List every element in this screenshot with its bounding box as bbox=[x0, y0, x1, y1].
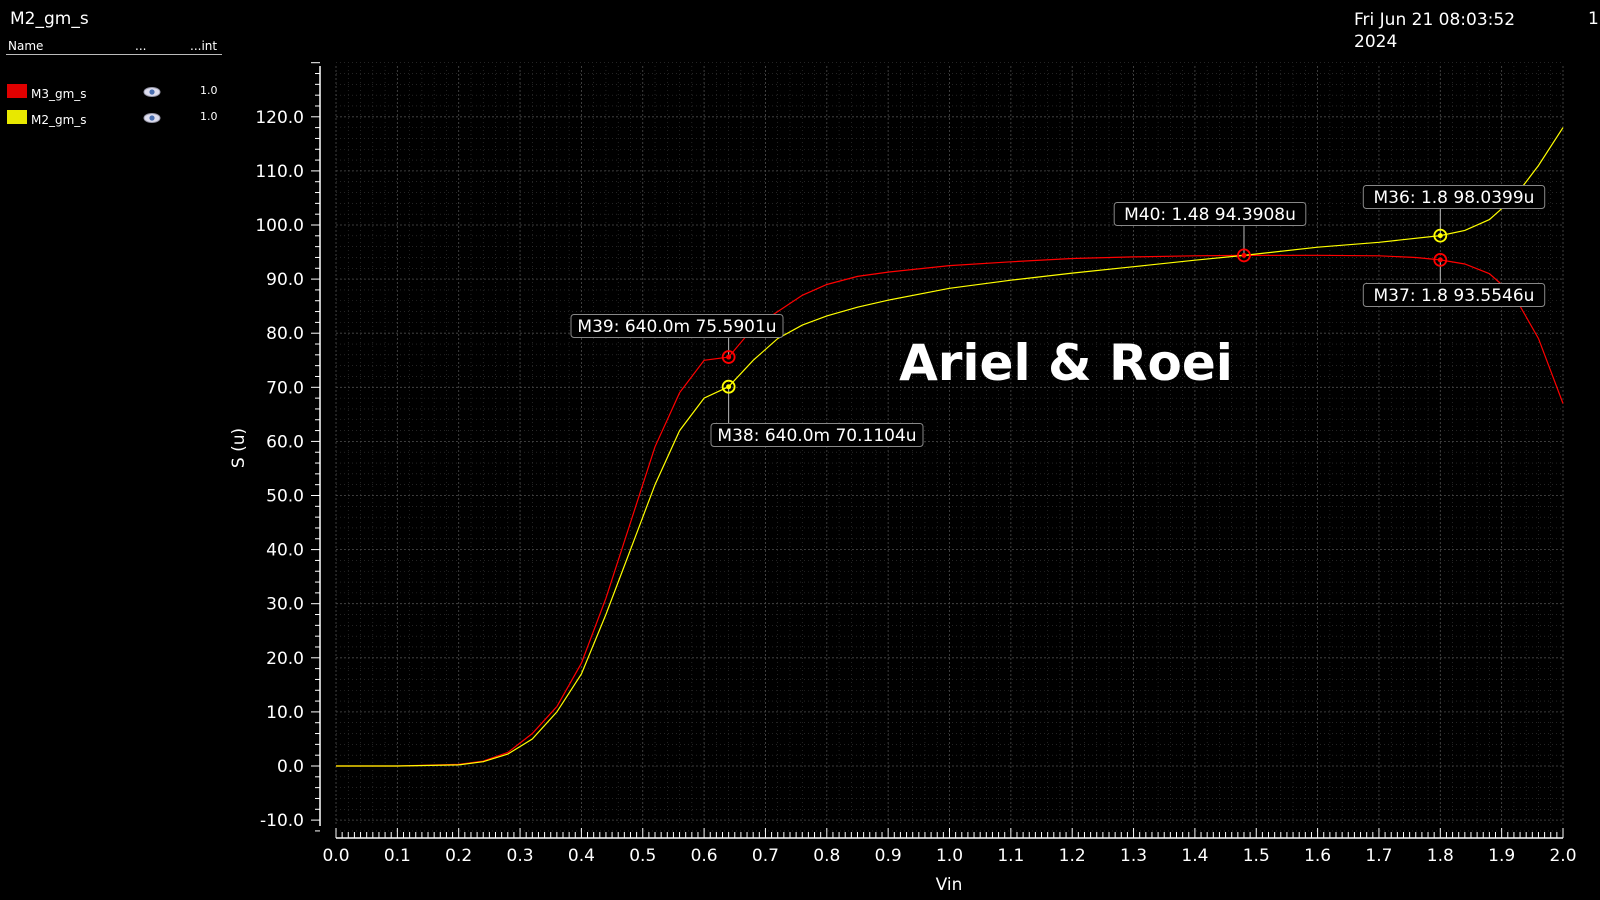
x-tick-label: 0.7 bbox=[752, 846, 779, 866]
timestamp: Fri Jun 21 08:03:52 2024 bbox=[1354, 9, 1544, 53]
x-tick-label: 1.9 bbox=[1488, 846, 1515, 866]
eye-icon[interactable] bbox=[142, 85, 162, 99]
y-tick-label: 90.0 bbox=[266, 270, 304, 290]
x-tick-label: 1.5 bbox=[1243, 846, 1270, 866]
x-axis-label: Vin bbox=[936, 875, 963, 895]
y-tick-label: 10.0 bbox=[266, 703, 304, 723]
x-tick-label: 1.1 bbox=[997, 846, 1024, 866]
marker-label-box bbox=[710, 423, 924, 447]
x-tick-label: 0.6 bbox=[691, 846, 718, 866]
marker-label-box bbox=[570, 314, 784, 338]
legend-col-name: Name bbox=[8, 39, 44, 53]
y-tick-label: -10.0 bbox=[260, 811, 304, 831]
legend-item-value: 1.0 bbox=[200, 110, 218, 123]
marker-m38: M38: 640.0m 70.1104u bbox=[710, 379, 924, 447]
legend-item-m3[interactable]: M3_gm_s 1.0 bbox=[6, 84, 222, 104]
x-tick-label: 1.7 bbox=[1365, 846, 1392, 866]
marker-dot-center bbox=[1437, 233, 1443, 239]
marker-dot-center bbox=[1241, 252, 1247, 258]
legend-header: Name ... ...int bbox=[6, 38, 222, 55]
legend-swatch bbox=[7, 110, 27, 124]
x-tick-label: 1.8 bbox=[1427, 846, 1454, 866]
series-lines bbox=[336, 127, 1564, 767]
x-tick-label: 0.4 bbox=[568, 846, 595, 866]
marker-label-box bbox=[1362, 283, 1546, 307]
legend-item-label: M3_gm_s bbox=[31, 87, 87, 101]
window-title: M2_gm_s bbox=[10, 9, 89, 29]
grid bbox=[335, 62, 1564, 832]
marker-label: M36: 1.8 98.0399u bbox=[1374, 188, 1535, 208]
y-tick-label: 0.0 bbox=[277, 757, 304, 777]
marker-m36: M36: 1.8 98.0399u bbox=[1362, 185, 1546, 243]
legend-swatch bbox=[7, 84, 27, 98]
marker-label: M40: 1.48 94.3908u bbox=[1124, 205, 1296, 225]
axes: -10.0 0.0 10.0 20.0 30.0 40.0 50.0 60.0 70.0 80.0… bbox=[255, 62, 1577, 866]
x-tick-label: 2.0 bbox=[1549, 846, 1576, 866]
y-tick-label: 60.0 bbox=[266, 432, 304, 452]
x-tick-label: 1.3 bbox=[1120, 846, 1147, 866]
x-tick-label: 0.0 bbox=[322, 846, 349, 866]
timestamp-date: Fri Jun 21 08:03:52 bbox=[1354, 10, 1516, 30]
y-tick-label: 20.0 bbox=[266, 649, 304, 669]
legend-item-label: M2_gm_s bbox=[31, 113, 87, 127]
marker-dot-center bbox=[726, 354, 732, 360]
marker-label: M38: 640.0m 70.1104u bbox=[717, 426, 916, 446]
x-tick-label: 0.9 bbox=[875, 846, 902, 866]
x-tick-label: 1.2 bbox=[1059, 846, 1086, 866]
x-tick-label: 0.2 bbox=[445, 846, 472, 866]
marker-m37: M37: 1.8 93.5546u bbox=[1362, 252, 1546, 307]
x-tick-label: 1.0 bbox=[936, 846, 963, 866]
y-tick-label: 80.0 bbox=[266, 324, 304, 344]
marker-label: M37: 1.8 93.5546u bbox=[1374, 286, 1535, 306]
y-tick-label: 100.0 bbox=[255, 216, 304, 236]
eye-icon[interactable] bbox=[142, 111, 162, 125]
marker-dot bbox=[721, 379, 736, 394]
legend-item-value: 1.0 bbox=[200, 84, 218, 97]
y-axis-label: S (u) bbox=[229, 428, 249, 468]
legend-item-m2[interactable]: M2_gm_s 1.0 bbox=[6, 110, 222, 130]
timestamp-year: 2024 bbox=[1354, 32, 1398, 52]
series-line-m2-gm-s bbox=[336, 127, 1564, 767]
marker-dot bbox=[721, 350, 736, 364]
x-tick-label: 0.1 bbox=[384, 846, 411, 866]
legend-col-visible: ... bbox=[135, 39, 147, 53]
marker-dot bbox=[1237, 248, 1251, 263]
marker-label-box bbox=[1113, 202, 1307, 226]
series-line-m3-gm-s bbox=[336, 254, 1564, 767]
marker-dot-center bbox=[1437, 257, 1443, 263]
legend-col-int: ...int bbox=[190, 39, 218, 53]
y-tick-label: 40.0 bbox=[266, 541, 304, 561]
x-tick-label: 1.4 bbox=[1181, 846, 1208, 866]
markers: M36: 1.8 98.0399u M37: 1.8 93.5546u M38: 6… bbox=[570, 185, 1546, 447]
x-tick-label: 1.6 bbox=[1304, 846, 1331, 866]
y-tick-label: 30.0 bbox=[266, 595, 304, 615]
marker-label: M39: 640.0m 75.5901u bbox=[577, 317, 776, 337]
y-tick-label: 120.0 bbox=[255, 108, 304, 128]
marker-m39: M39: 640.0m 75.5901u bbox=[570, 314, 784, 364]
y-tick-label: 50.0 bbox=[266, 487, 304, 507]
marker-m40: M40: 1.48 94.3908u bbox=[1113, 202, 1307, 263]
page-number: 1 bbox=[1588, 9, 1599, 29]
y-tick-label: 110.0 bbox=[255, 162, 304, 182]
x-tick-label: 0.5 bbox=[629, 846, 656, 866]
watermark: Ariel & Roei bbox=[899, 334, 1233, 392]
x-tick-label: 0.3 bbox=[507, 846, 534, 866]
marker-dot-center bbox=[726, 384, 732, 390]
x-tick-label: 0.8 bbox=[813, 846, 840, 866]
marker-dot bbox=[1433, 252, 1448, 267]
marker-label-box bbox=[1362, 185, 1546, 209]
marker-dot bbox=[1433, 228, 1448, 243]
y-tick-label: 70.0 bbox=[266, 378, 304, 398]
